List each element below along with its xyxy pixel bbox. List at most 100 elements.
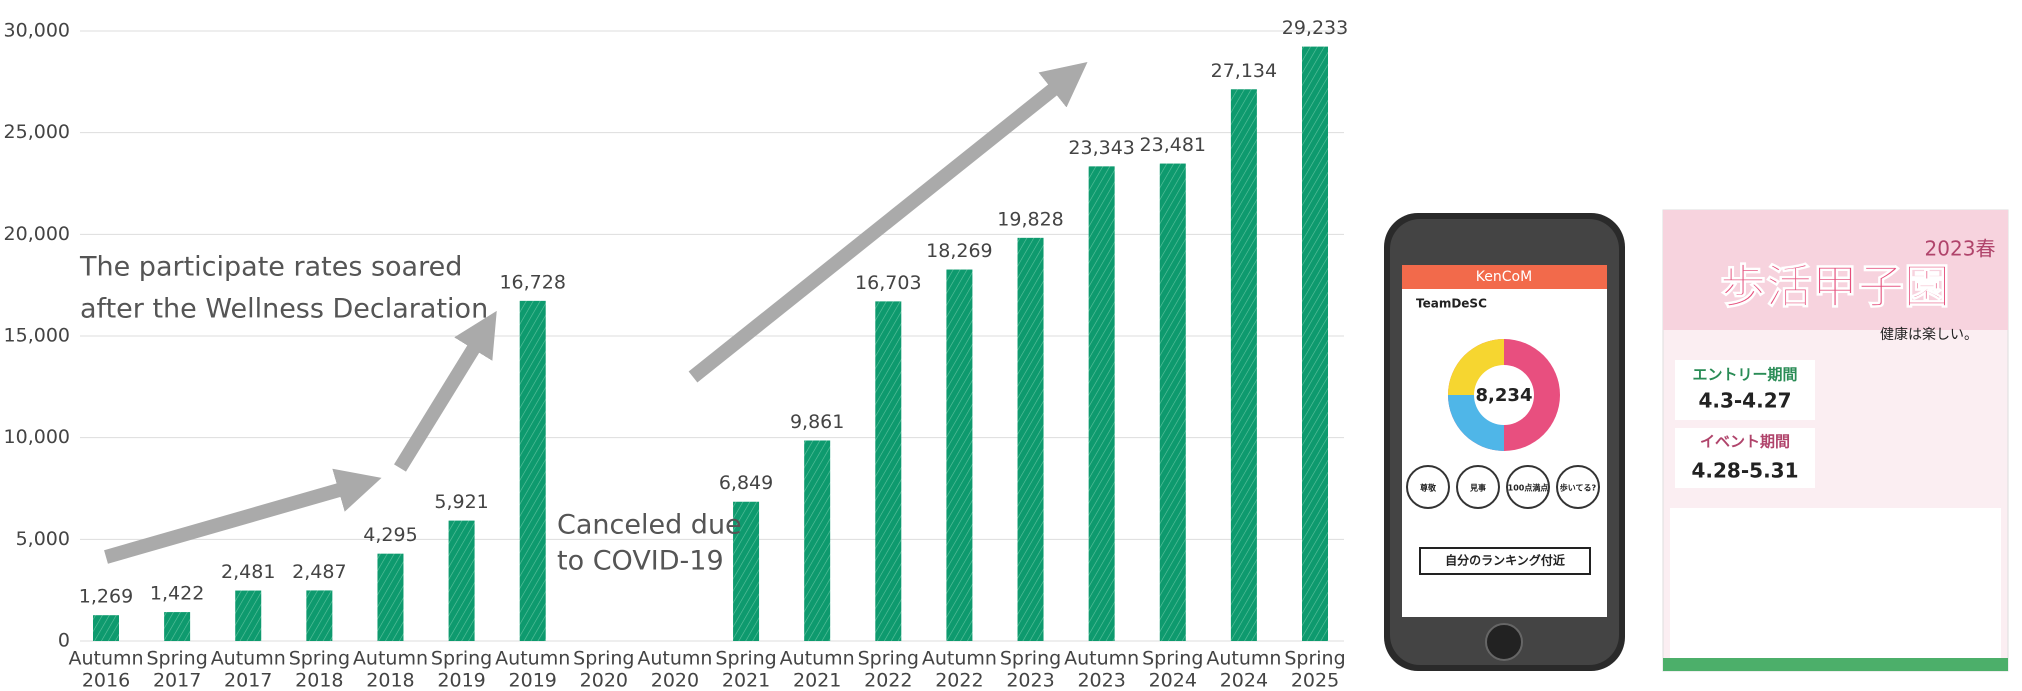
badge-label: 尊敬: [1420, 483, 1437, 493]
value-label: 2,481: [221, 561, 275, 583]
x-tick-label: Spring: [573, 648, 634, 670]
app-name: KenCoM: [1476, 269, 1532, 285]
poster-catch: 健康は楽しい。: [1880, 326, 1978, 343]
x-tick-label: Spring: [1142, 648, 1203, 670]
y-tick-label: 0: [58, 630, 70, 652]
bar: [448, 520, 475, 641]
bar: [1302, 46, 1328, 642]
bar: [93, 615, 119, 641]
x-tick-label: Spring: [1284, 648, 1345, 670]
arrow: [688, 62, 1088, 383]
ranking-label: 自分のランキング付近: [1445, 553, 1565, 568]
annotation: The participate rates soared: [79, 252, 462, 283]
annotation: to COVID-19: [557, 546, 724, 577]
x-tick-label: Spring: [289, 648, 350, 670]
x-tick-label: Autumn: [1064, 648, 1139, 670]
x-tick-label: 2024: [1220, 670, 1268, 691]
value-label: 2,487: [292, 561, 346, 583]
x-tick-label: 2018: [295, 670, 343, 691]
poster-title: 歩活甲子園: [1720, 260, 1950, 314]
bar: [733, 501, 760, 641]
x-tick-label: Autumn: [495, 648, 570, 670]
value-label: 5,921: [434, 491, 488, 513]
x-tick-label: Spring: [146, 648, 207, 670]
value-label: 1,422: [150, 583, 204, 605]
value-label: 19,828: [997, 208, 1063, 230]
bar: [875, 301, 902, 641]
x-tick-label: 2023: [1077, 670, 1125, 691]
x-tick-label: 2020: [651, 670, 699, 691]
bar: [1017, 237, 1044, 641]
x-tick-label: 2023: [1006, 670, 1054, 691]
entry-dates: 4.3-4.27: [1698, 389, 1791, 413]
x-tick-label: 2016: [82, 670, 130, 691]
value-label: 6,849: [719, 472, 773, 494]
phone-image: KenCoM TeamDeSC 8,234 尊敬 見事 100点満点 歩いてる? 自分…: [1384, 213, 1625, 671]
value-label: 29,233: [1282, 17, 1348, 39]
x-tick-label: Spring: [1000, 648, 1061, 670]
bar: [804, 440, 831, 641]
annotation: Canceled due: [557, 510, 742, 541]
bar: [1088, 166, 1115, 641]
badge-label: 見事: [1469, 483, 1486, 493]
event-dates: 4.28-5.31: [1692, 459, 1799, 483]
x-tick-label: Autumn: [637, 648, 712, 670]
y-tick-label: 5,000: [16, 528, 70, 550]
x-tick-label: 2022: [935, 670, 983, 691]
annotation: after the Wellness Declaration: [80, 294, 488, 325]
value-label: 18,269: [926, 240, 992, 262]
x-tick-label: 2025: [1291, 670, 1339, 691]
bar: [306, 590, 333, 641]
y-tick-label: 15,000: [4, 325, 70, 347]
x-tick-label: 2021: [793, 670, 841, 691]
x-tick-label: 2019: [437, 670, 485, 691]
y-tick-label: 30,000: [4, 20, 70, 42]
x-tick-label: Autumn: [922, 648, 997, 670]
badge: [1456, 465, 1500, 509]
x-tick-label: Autumn: [211, 648, 286, 670]
bar: [235, 590, 262, 641]
badge-label: 100点満点: [1508, 483, 1549, 493]
x-tick-label: Autumn: [780, 648, 855, 670]
event-label: イベント期間: [1700, 433, 1790, 451]
arrow: [104, 468, 382, 564]
value-label: 1,269: [79, 586, 133, 608]
arrow: [394, 310, 497, 472]
value-label: 23,343: [1068, 137, 1134, 159]
entry-label: エントリー期間: [1692, 366, 1797, 384]
poster-image: 2023春 歩活甲子園 エントリー期間 4.3-4.27 イベント期間 4.28…: [1662, 209, 2009, 672]
x-tick-label: Spring: [858, 648, 919, 670]
value-label: 23,481: [1140, 134, 1206, 156]
x-tick-label: 2024: [1149, 670, 1197, 691]
team-name: TeamDeSC: [1416, 297, 1487, 311]
y-tick-label: 10,000: [4, 426, 70, 448]
value-label: 27,134: [1211, 60, 1277, 82]
steps: 8,234: [1476, 385, 1533, 406]
x-tick-label: 2019: [509, 670, 557, 691]
bar: [377, 553, 404, 641]
x-tick-label: 2020: [580, 670, 628, 691]
y-tick-label: 20,000: [4, 223, 70, 245]
x-tick-label: Spring: [431, 648, 492, 670]
x-tick-label: Autumn: [353, 648, 428, 670]
bar: [164, 612, 191, 641]
x-tick-label: Autumn: [68, 648, 143, 670]
x-tick-label: Autumn: [1206, 648, 1281, 670]
x-tick-label: 2017: [224, 670, 272, 691]
bar: [519, 300, 546, 641]
bar: [946, 269, 973, 641]
value-label: 4,295: [363, 524, 417, 546]
badge: [1556, 465, 1600, 509]
x-tick-label: Spring: [715, 648, 776, 670]
badge: [1506, 465, 1550, 509]
poster-season: 2023春: [1925, 237, 1996, 261]
x-tick-label: 2018: [366, 670, 414, 691]
value-label: 16,728: [499, 271, 565, 293]
value-label: 9,861: [790, 411, 844, 433]
y-tick-label: 25,000: [4, 121, 70, 143]
x-tick-label: 2022: [864, 670, 912, 691]
value-label: 16,703: [855, 272, 921, 294]
bar: [1230, 89, 1257, 641]
x-tick-label: 2021: [722, 670, 770, 691]
badge-label: 歩いてる?: [1560, 483, 1597, 493]
